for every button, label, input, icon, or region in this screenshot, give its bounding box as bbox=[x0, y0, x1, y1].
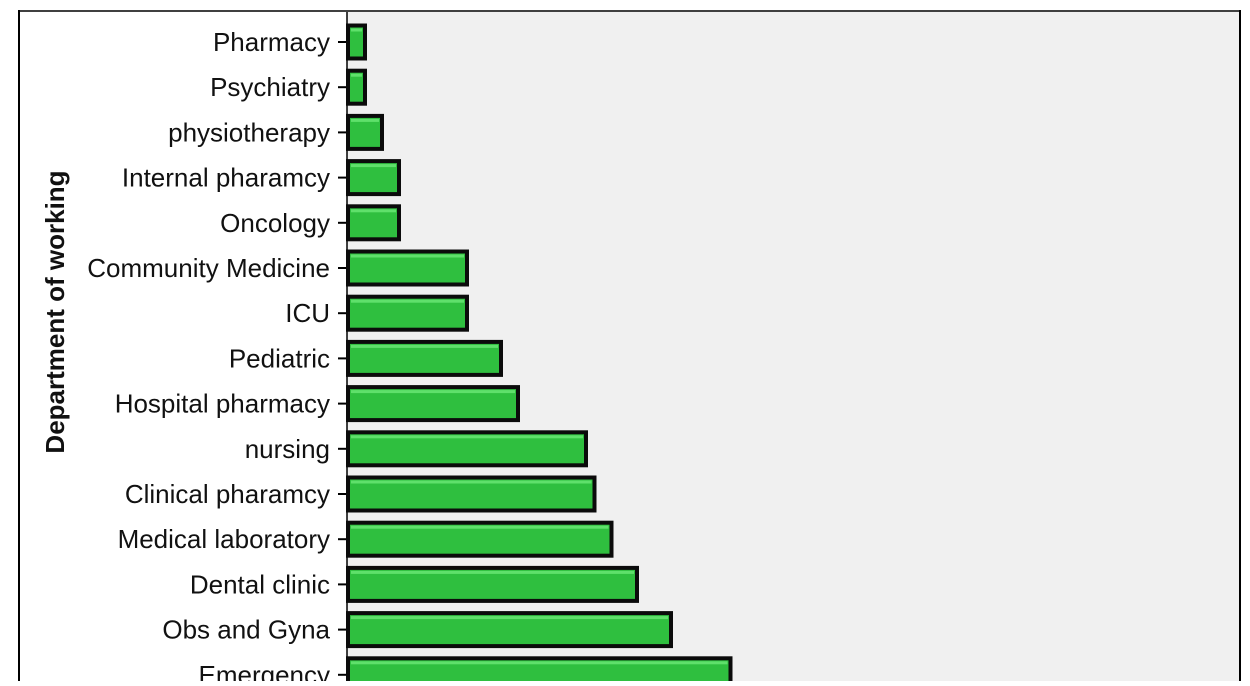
y-tick-label: Medical laboratory bbox=[118, 524, 330, 554]
bar-highlight bbox=[351, 118, 379, 122]
y-tick-label: Dental clinic bbox=[190, 569, 330, 599]
bar-highlight bbox=[351, 661, 728, 665]
y-tick-label: Community Medicine bbox=[87, 253, 330, 283]
bar-highlight bbox=[351, 435, 583, 439]
bar-highlight bbox=[351, 344, 498, 348]
bar-highlight bbox=[351, 164, 396, 168]
bar-highlight bbox=[351, 254, 464, 258]
y-tick-label: Pharmacy bbox=[213, 27, 330, 57]
bar-highlight bbox=[351, 299, 464, 303]
bar bbox=[346, 23, 367, 61]
bar bbox=[346, 68, 367, 106]
y-tick-label: Emergency bbox=[199, 660, 331, 681]
y-tick-label: Clinical pharamcy bbox=[125, 479, 330, 509]
bar-highlight bbox=[351, 570, 634, 574]
y-tick-label: Obs and Gyna bbox=[162, 615, 330, 645]
bar-highlight bbox=[351, 525, 609, 529]
y-tick-label: nursing bbox=[245, 434, 330, 464]
bar-highlight bbox=[351, 390, 515, 394]
y-tick-label: physiotherapy bbox=[168, 117, 330, 147]
bar-highlight bbox=[351, 480, 592, 484]
bar-highlight bbox=[351, 73, 362, 77]
y-tick-label: ICU bbox=[285, 298, 330, 328]
y-tick-label: Internal pharamcy bbox=[122, 163, 330, 193]
y-tick-label: Hospital pharmacy bbox=[115, 389, 330, 419]
y-tick-label: Psychiatry bbox=[210, 72, 330, 102]
bar-highlight bbox=[351, 616, 668, 620]
bar-highlight bbox=[351, 28, 362, 32]
y-tick-label: Pediatric bbox=[229, 343, 330, 373]
y-axis-title: Department of working bbox=[40, 170, 70, 453]
bar-highlight bbox=[351, 209, 396, 213]
y-tick-label: Oncology bbox=[220, 208, 330, 238]
